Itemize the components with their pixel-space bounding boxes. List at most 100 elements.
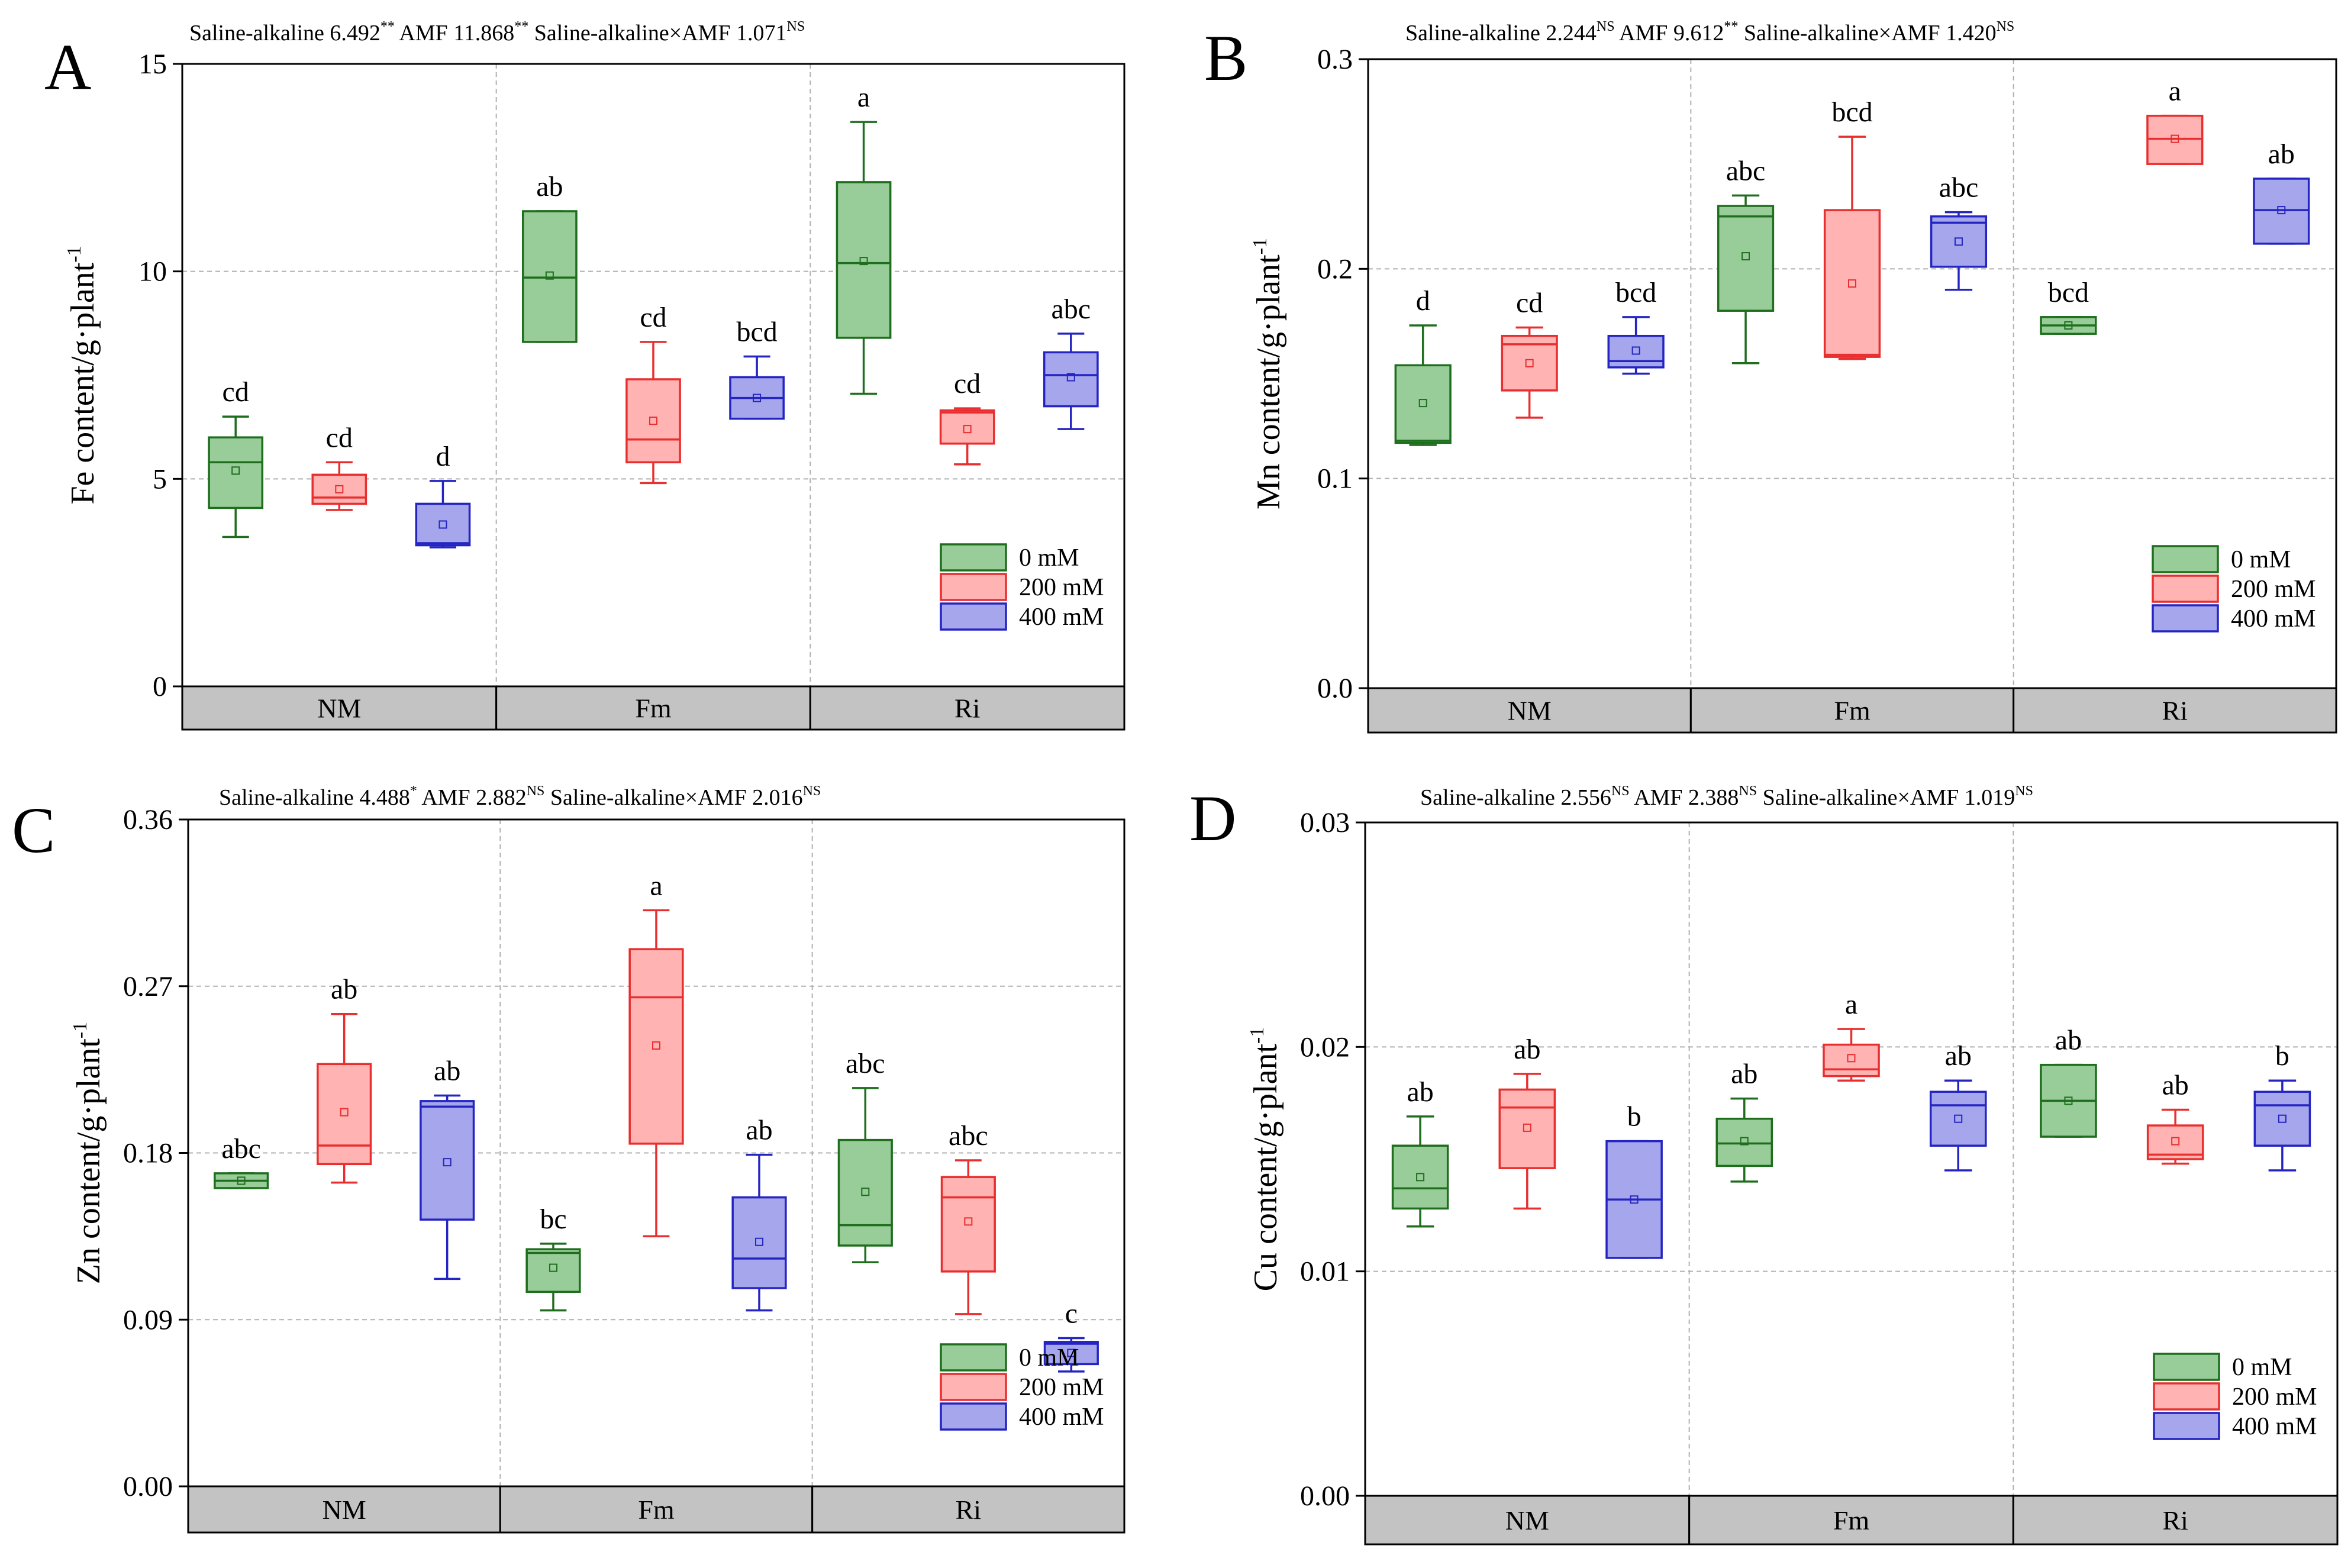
legend-label: 400 mM	[2231, 605, 2316, 633]
significance-letter: a	[650, 870, 662, 901]
y-tick-label: 0.27	[123, 971, 173, 1002]
box-mean-marker	[2064, 1096, 2073, 1105]
stats-text: Saline-alkaline 6.492** AMF 11.868** Sal…	[189, 19, 805, 46]
box-Fm-200mM: cd	[625, 302, 681, 485]
group-label: Ri	[2162, 696, 2188, 726]
group-band-cell	[809, 685, 1125, 731]
legend-label: 0 mM	[1019, 544, 1079, 572]
legend-label: 0 mM	[2232, 1354, 2292, 1381]
box-iqr	[836, 181, 892, 339]
y-axis-label-main: Fe content/g·plant	[65, 262, 101, 504]
box-mean-marker	[2171, 134, 2179, 143]
box-NM-0mM: abc	[214, 1133, 269, 1189]
y-tick-label: 10	[138, 256, 167, 288]
box-Fm-400mM: ab	[731, 1115, 787, 1312]
stats-sup: NS	[1597, 19, 1615, 34]
significance-letter: c	[1065, 1298, 1078, 1330]
box-Ri-200mM: cd	[939, 368, 995, 466]
stats-sup: NS	[2015, 783, 2033, 799]
significance-letter: d	[1416, 285, 1430, 317]
box-NM-400mM: d	[415, 441, 471, 549]
box-iqr	[1823, 209, 1881, 358]
box-iqr	[1929, 1090, 1987, 1147]
significance-letter: cd	[326, 422, 353, 453]
legend-swatch	[940, 1402, 1007, 1431]
group-band-cell	[2012, 1495, 2339, 1546]
box-iqr	[420, 1100, 475, 1221]
legend-label: 200 mM	[1019, 574, 1104, 601]
group-label: Fm	[638, 1495, 675, 1525]
box-Fm-0mM: abc	[1717, 155, 1775, 364]
legend-swatch	[940, 543, 1007, 572]
y-tick-label: 0.1	[1317, 463, 1353, 495]
significance-letter: cd	[222, 376, 249, 408]
significance-letter: ab	[2268, 138, 2295, 170]
box-Fm-200mM: a	[628, 870, 684, 1238]
box-Fm-400mM: bcd	[729, 316, 785, 420]
box-iqr	[2253, 1090, 2311, 1147]
stats-sup: NS	[1739, 783, 1757, 799]
significance-letter: abc	[1726, 155, 1766, 186]
box-mean-marker	[861, 1188, 870, 1196]
box-mean-marker	[1416, 1173, 1425, 1182]
box-iqr	[1607, 334, 1665, 369]
panel-D: D Saline-alkaline 2.556NS AMF 2.388NS Sal…	[1189, 782, 2339, 1546]
significance-letter: ab	[1945, 1040, 1972, 1072]
box-iqr	[940, 1176, 996, 1273]
stats-part: Saline-alkaline×AMF 1.071	[528, 21, 786, 46]
group-label: NM	[1508, 696, 1552, 726]
box-mean-marker	[1742, 252, 1750, 261]
stats-sup: NS	[786, 19, 805, 34]
box-NM-200mM: ab	[317, 974, 372, 1184]
group-band-cell	[1367, 687, 1692, 734]
box-Ri-400mM: ab	[2253, 138, 2310, 245]
box-Ri-200mM: abc	[940, 1120, 996, 1315]
box-iqr	[2253, 178, 2310, 245]
y-tick-label: 0.00	[123, 1471, 173, 1502]
box-NM-0mM: cd	[208, 376, 264, 538]
box-iqr	[731, 1196, 787, 1289]
box-mean-marker	[859, 257, 868, 266]
significance-letter: bcd	[2048, 277, 2089, 308]
y-tick-label: 0.2	[1317, 253, 1353, 285]
y-axis-label: Zn content/g·plant-1	[69, 1022, 107, 1285]
group-band-cell	[187, 1485, 501, 1534]
panel-letter: B	[1204, 22, 1247, 94]
significance-letter: abc	[1939, 172, 1979, 204]
group-label: Ri	[956, 1495, 981, 1525]
significance-letter: cd	[640, 302, 666, 333]
significance-letter: b	[1627, 1101, 1641, 1133]
box-mean-marker	[549, 1263, 557, 1272]
y-axis-label-main: Cu content/g·plant	[1247, 1044, 1284, 1292]
significance-letter: ab	[746, 1115, 772, 1146]
box-iqr	[317, 1063, 372, 1166]
legend-swatch	[940, 573, 1007, 601]
legend-label: 400 mM	[1019, 1404, 1104, 1431]
box-mean-marker	[237, 1176, 246, 1185]
stats-sup: NS	[527, 783, 545, 799]
box-Fm-0mM: ab	[522, 171, 578, 343]
legend-label: 200 mM	[2231, 576, 2316, 603]
y-tick-label: 0	[153, 671, 167, 702]
y-axis-label-sup: -1	[1246, 1027, 1268, 1044]
y-axis-label-sup: -1	[69, 1022, 91, 1038]
box-Ri-0mM: bcd	[2040, 277, 2097, 335]
y-tick-label: 0.0	[1317, 673, 1353, 704]
box-iqr	[1823, 1043, 1880, 1077]
box-NM-400mM: b	[1605, 1101, 1663, 1259]
stats-sup: **	[514, 19, 528, 34]
box-mean-marker	[755, 1237, 764, 1246]
stats-part: Saline-alkaline 6.492	[189, 21, 380, 46]
box-mean-marker	[1954, 1114, 1963, 1123]
box-iqr	[625, 378, 681, 464]
box-mean-marker	[1631, 346, 1640, 355]
box-iqr	[2146, 114, 2204, 165]
significance-letter: ab	[1514, 1034, 1540, 1065]
significance-letter: abc	[1051, 293, 1091, 325]
legend-label: 200 mM	[1019, 1374, 1104, 1401]
box-Fm-0mM: ab	[1715, 1059, 1773, 1183]
box-iqr	[1717, 205, 1775, 312]
panel-letter: C	[12, 794, 55, 866]
